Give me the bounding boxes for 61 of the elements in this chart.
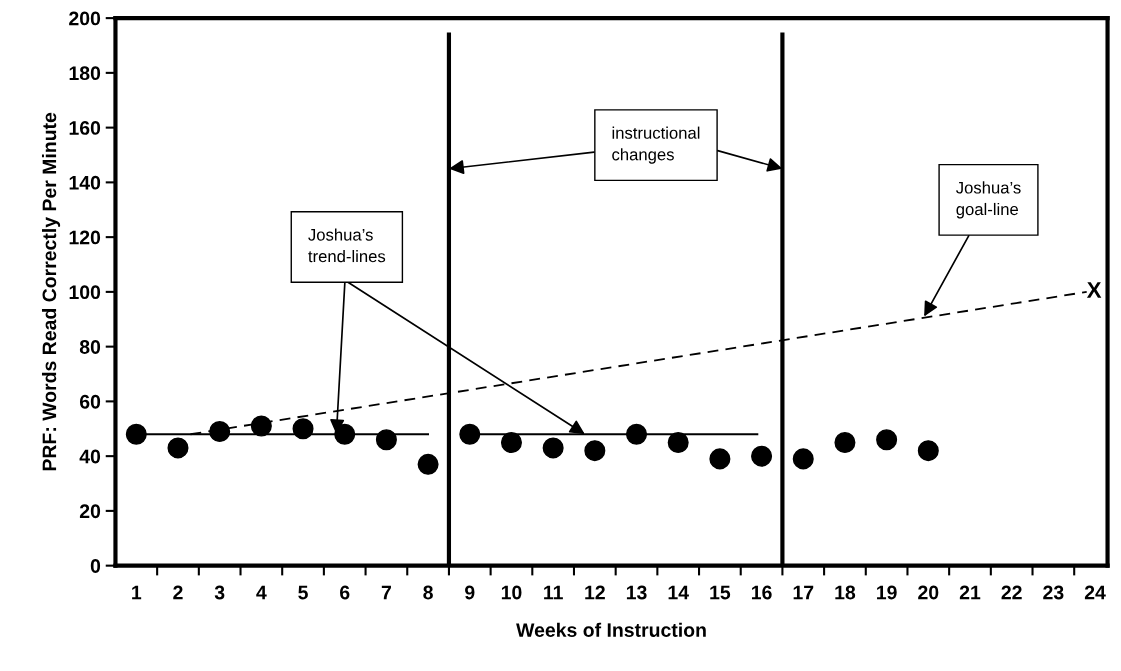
y-tick-label: 20	[79, 504, 101, 519]
x-tick-label: 17	[793, 585, 814, 600]
y-tick-label: 140	[69, 175, 101, 190]
x-tick-label: 13	[626, 585, 647, 600]
y-tick-label: 80	[79, 340, 101, 354]
point	[542, 437, 564, 459]
y-tick-label: 180	[69, 66, 101, 81]
point	[167, 437, 189, 459]
point	[334, 423, 356, 445]
annotation: Joshua’s goal-line	[956, 181, 1021, 219]
y-tick-label: 40	[79, 449, 101, 464]
y-tick-label: 100	[69, 285, 101, 300]
point	[459, 423, 481, 445]
point	[792, 448, 814, 470]
x-tick-label: 5	[298, 585, 308, 600]
point	[917, 440, 939, 462]
x-tick-label: 12	[585, 585, 605, 600]
point	[709, 448, 731, 470]
point	[375, 429, 397, 451]
y-tick-label: 200	[69, 11, 101, 26]
point	[500, 431, 522, 453]
x-axis-title: Weeks of Instruction	[516, 622, 706, 637]
y-tick-label: 0	[90, 559, 101, 573]
x-tick-label: 9	[465, 585, 475, 600]
x-tick-label: 6	[340, 585, 350, 600]
point	[751, 445, 773, 467]
point	[626, 423, 648, 445]
x-tick-label: 14	[668, 585, 689, 600]
point	[250, 415, 272, 437]
point	[417, 453, 439, 475]
x-tick-label: 22	[1001, 585, 1022, 600]
x-tick-label: 1	[132, 585, 142, 600]
point	[584, 440, 606, 462]
y-tick-label: 60	[79, 394, 101, 409]
x-tick-label: 8	[423, 585, 433, 600]
point	[876, 429, 898, 451]
annotation: Joshua’s trend-lines	[308, 228, 386, 263]
point	[209, 420, 231, 443]
annotation: instructional changes	[612, 126, 700, 164]
annotation: X	[1086, 282, 1102, 298]
x-tick-label: 2	[173, 585, 183, 600]
point	[125, 423, 147, 445]
x-tick-label: 10	[501, 585, 522, 600]
point	[834, 431, 856, 453]
x-tick-label: 19	[877, 585, 897, 600]
x-tick-label: 24	[1084, 585, 1106, 600]
x-tick-label: 11	[544, 585, 563, 600]
x-tick-label: 18	[835, 585, 856, 600]
x-tick-label: 15	[710, 585, 731, 600]
y-axis-title: PRF: Words Read Correctly Per Minute	[41, 112, 61, 471]
x-tick-label: 23	[1043, 585, 1064, 600]
x-tick-label: 21	[959, 585, 981, 600]
x-tick-label: 7	[381, 585, 391, 600]
point	[292, 418, 314, 440]
y-tick-label: 160	[69, 121, 101, 135]
x-tick-label: 16	[751, 585, 772, 600]
x-tick-label: 20	[918, 585, 939, 600]
x-tick-label: 3	[214, 585, 225, 600]
x-tick-label: 4	[256, 585, 267, 600]
y-tick-label: 120	[69, 230, 101, 245]
point	[667, 431, 689, 453]
